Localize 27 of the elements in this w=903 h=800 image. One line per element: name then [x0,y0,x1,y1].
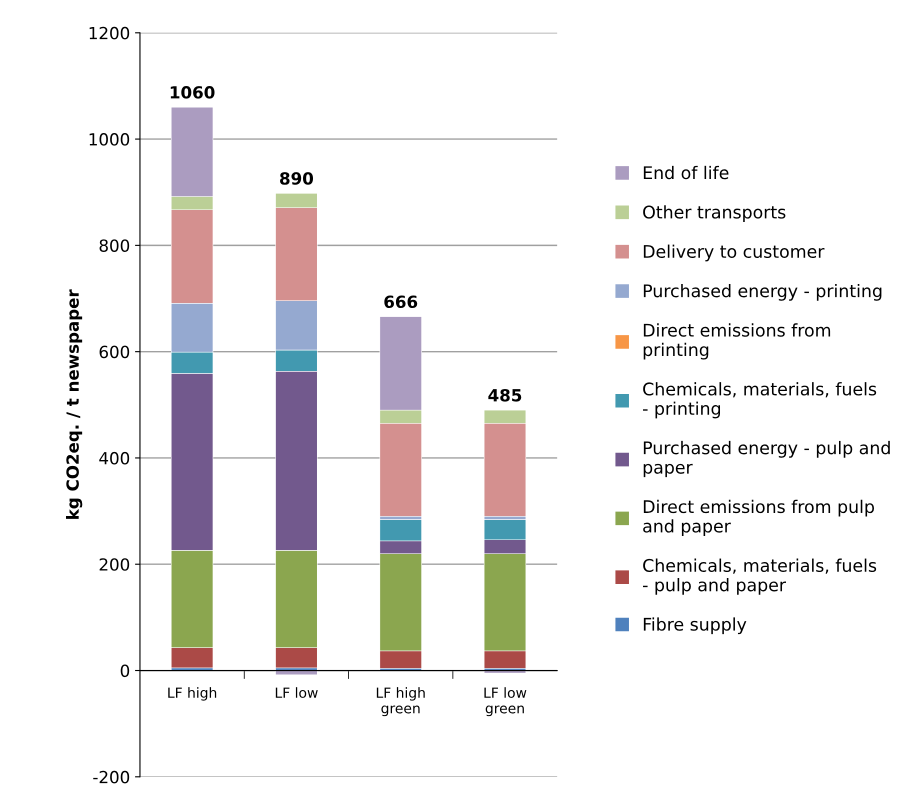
legend-label: Direct emissions from pulp and paper [643,500,874,536]
legend-label: Chemicals, materials, fuels - printing [643,382,876,418]
legend-label: Fibre supply [644,617,746,634]
y-tick-label: -200 [93,770,130,784]
x-tick-label: LF low [276,687,318,698]
y-tick-label: 1200 [90,26,130,40]
legend-label: Delivery to customer [644,244,824,262]
y-axis-title: kg CO2eq. / t newspaper [66,289,82,519]
legend-label: Purchased energy - printing [644,284,882,301]
legend-label: Direct emissions from printing [644,323,830,360]
legend-label: Other transports [643,205,786,222]
legend-label: Chemicals, materials, fuels - pulp and paper [643,558,876,595]
x-tick-label: LF low green [484,687,526,716]
x-tick-label: LF high [168,687,216,701]
total-label: 890 [280,172,314,185]
x-tick-label: LF high green [376,687,425,716]
total-label: 666 [384,295,418,308]
total-label: 1060 [170,86,215,99]
legend-label: End of life [644,166,728,180]
y-tick-label: 800 [100,239,130,252]
y-tick-label: 600 [100,346,130,358]
y-tick-label: 1000 [90,133,130,146]
y-tick-label: 0 [120,664,130,678]
y-tick-label: 400 [99,452,130,465]
total-label: 485 [488,388,522,402]
legend-label: Purchased energy - pulp and paper [644,440,890,478]
y-tick-label: 200 [100,558,130,571]
